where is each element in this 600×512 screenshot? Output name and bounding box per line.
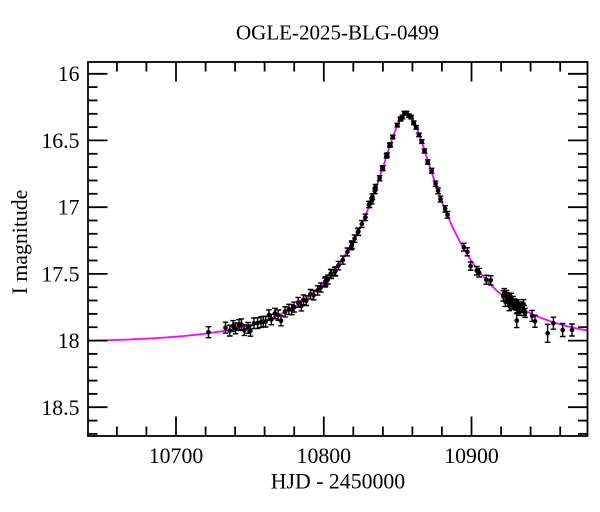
svg-text:HJD - 2450000: HJD - 2450000: [271, 470, 406, 494]
svg-text:I magnitude: I magnitude: [8, 190, 32, 295]
svg-text:17.5: 17.5: [41, 262, 79, 286]
svg-text:OGLE-2025-BLG-0499: OGLE-2025-BLG-0499: [236, 21, 439, 45]
svg-text:10700: 10700: [149, 444, 204, 468]
svg-text:10800: 10800: [297, 444, 352, 468]
svg-text:18.5: 18.5: [41, 396, 79, 420]
svg-text:17: 17: [58, 196, 80, 220]
svg-text:10900: 10900: [444, 444, 499, 468]
svg-text:16.5: 16.5: [41, 129, 79, 153]
svg-text:18: 18: [58, 329, 80, 353]
svg-text:16: 16: [58, 62, 80, 86]
